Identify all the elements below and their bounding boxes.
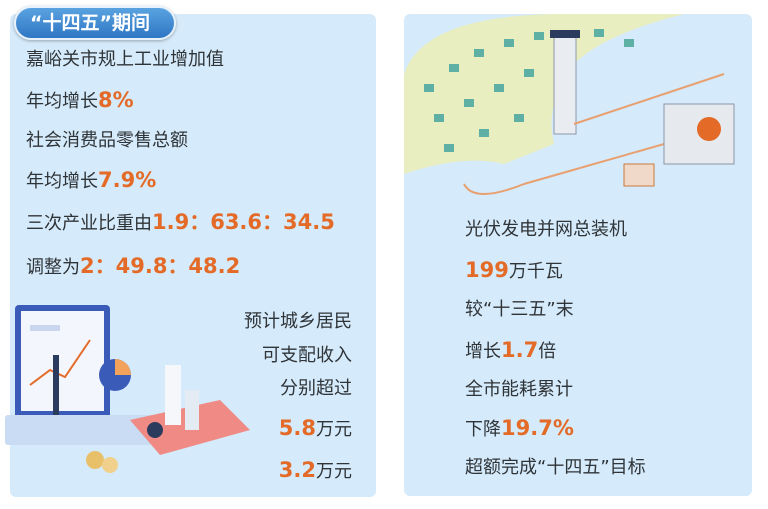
industry-ratio-from: 三次产业比重由1.9：63.6：34.5 (26, 210, 335, 236)
rural-income: 3.2万元 (200, 458, 352, 484)
label: 年均增长 (26, 171, 98, 192)
value: 3.2 (278, 458, 316, 482)
unit: 万千瓦 (508, 261, 563, 282)
unit: 万元 (316, 461, 352, 482)
label: 年均增长 (26, 91, 98, 112)
income-label-1: 预计城乡居民 (244, 311, 352, 332)
value: 2：49.8：48.2 (80, 254, 241, 278)
value: 19.7% (501, 416, 574, 440)
value: 199 (465, 258, 509, 282)
value: 1.9：63.6：34.5 (152, 210, 335, 234)
industry-ratio-to: 调整为2：49.8：48.2 (26, 254, 240, 280)
industry-label: 嘉峪关市规上工业增加值 (26, 49, 224, 70)
pv-growth: 增长1.7倍 (465, 338, 556, 364)
industry-growth: 年均增长8% (26, 88, 134, 114)
data-analysis-illustration (5, 305, 155, 473)
pv-capacity-label: 光伏发电并网总装机 (465, 219, 627, 240)
value: 7.9% (98, 168, 157, 192)
comparison-label: 较“十三五”末 (465, 299, 574, 320)
pv-capacity: 199万千瓦 (465, 258, 563, 284)
urban-income: 5.8万元 (200, 416, 352, 442)
unit: 倍 (538, 341, 557, 362)
label: 下降 (465, 419, 501, 440)
period-badge: “十四五”期间 (14, 6, 176, 40)
value: 5.8 (278, 416, 316, 440)
label: 三次产业比重由 (26, 213, 152, 234)
energy-label: 全市能耗累计 (465, 379, 573, 400)
energy-decline: 下降19.7% (465, 416, 574, 442)
value: 8% (98, 88, 134, 112)
charts-illustration (130, 365, 250, 455)
value: 1.7 (501, 338, 539, 362)
label: 增长 (465, 341, 501, 362)
retail-growth: 年均增长7.9% (26, 168, 156, 194)
solar-power-illustration (404, 14, 735, 195)
income-label-2: 可支配收入 (262, 345, 352, 366)
target-note: 超额完成“十四五”目标 (465, 457, 646, 478)
label: 调整为 (26, 257, 80, 278)
income-label-3: 分别超过 (280, 378, 352, 399)
unit: 万元 (316, 419, 352, 440)
retail-label: 社会消费品零售总额 (26, 130, 188, 151)
